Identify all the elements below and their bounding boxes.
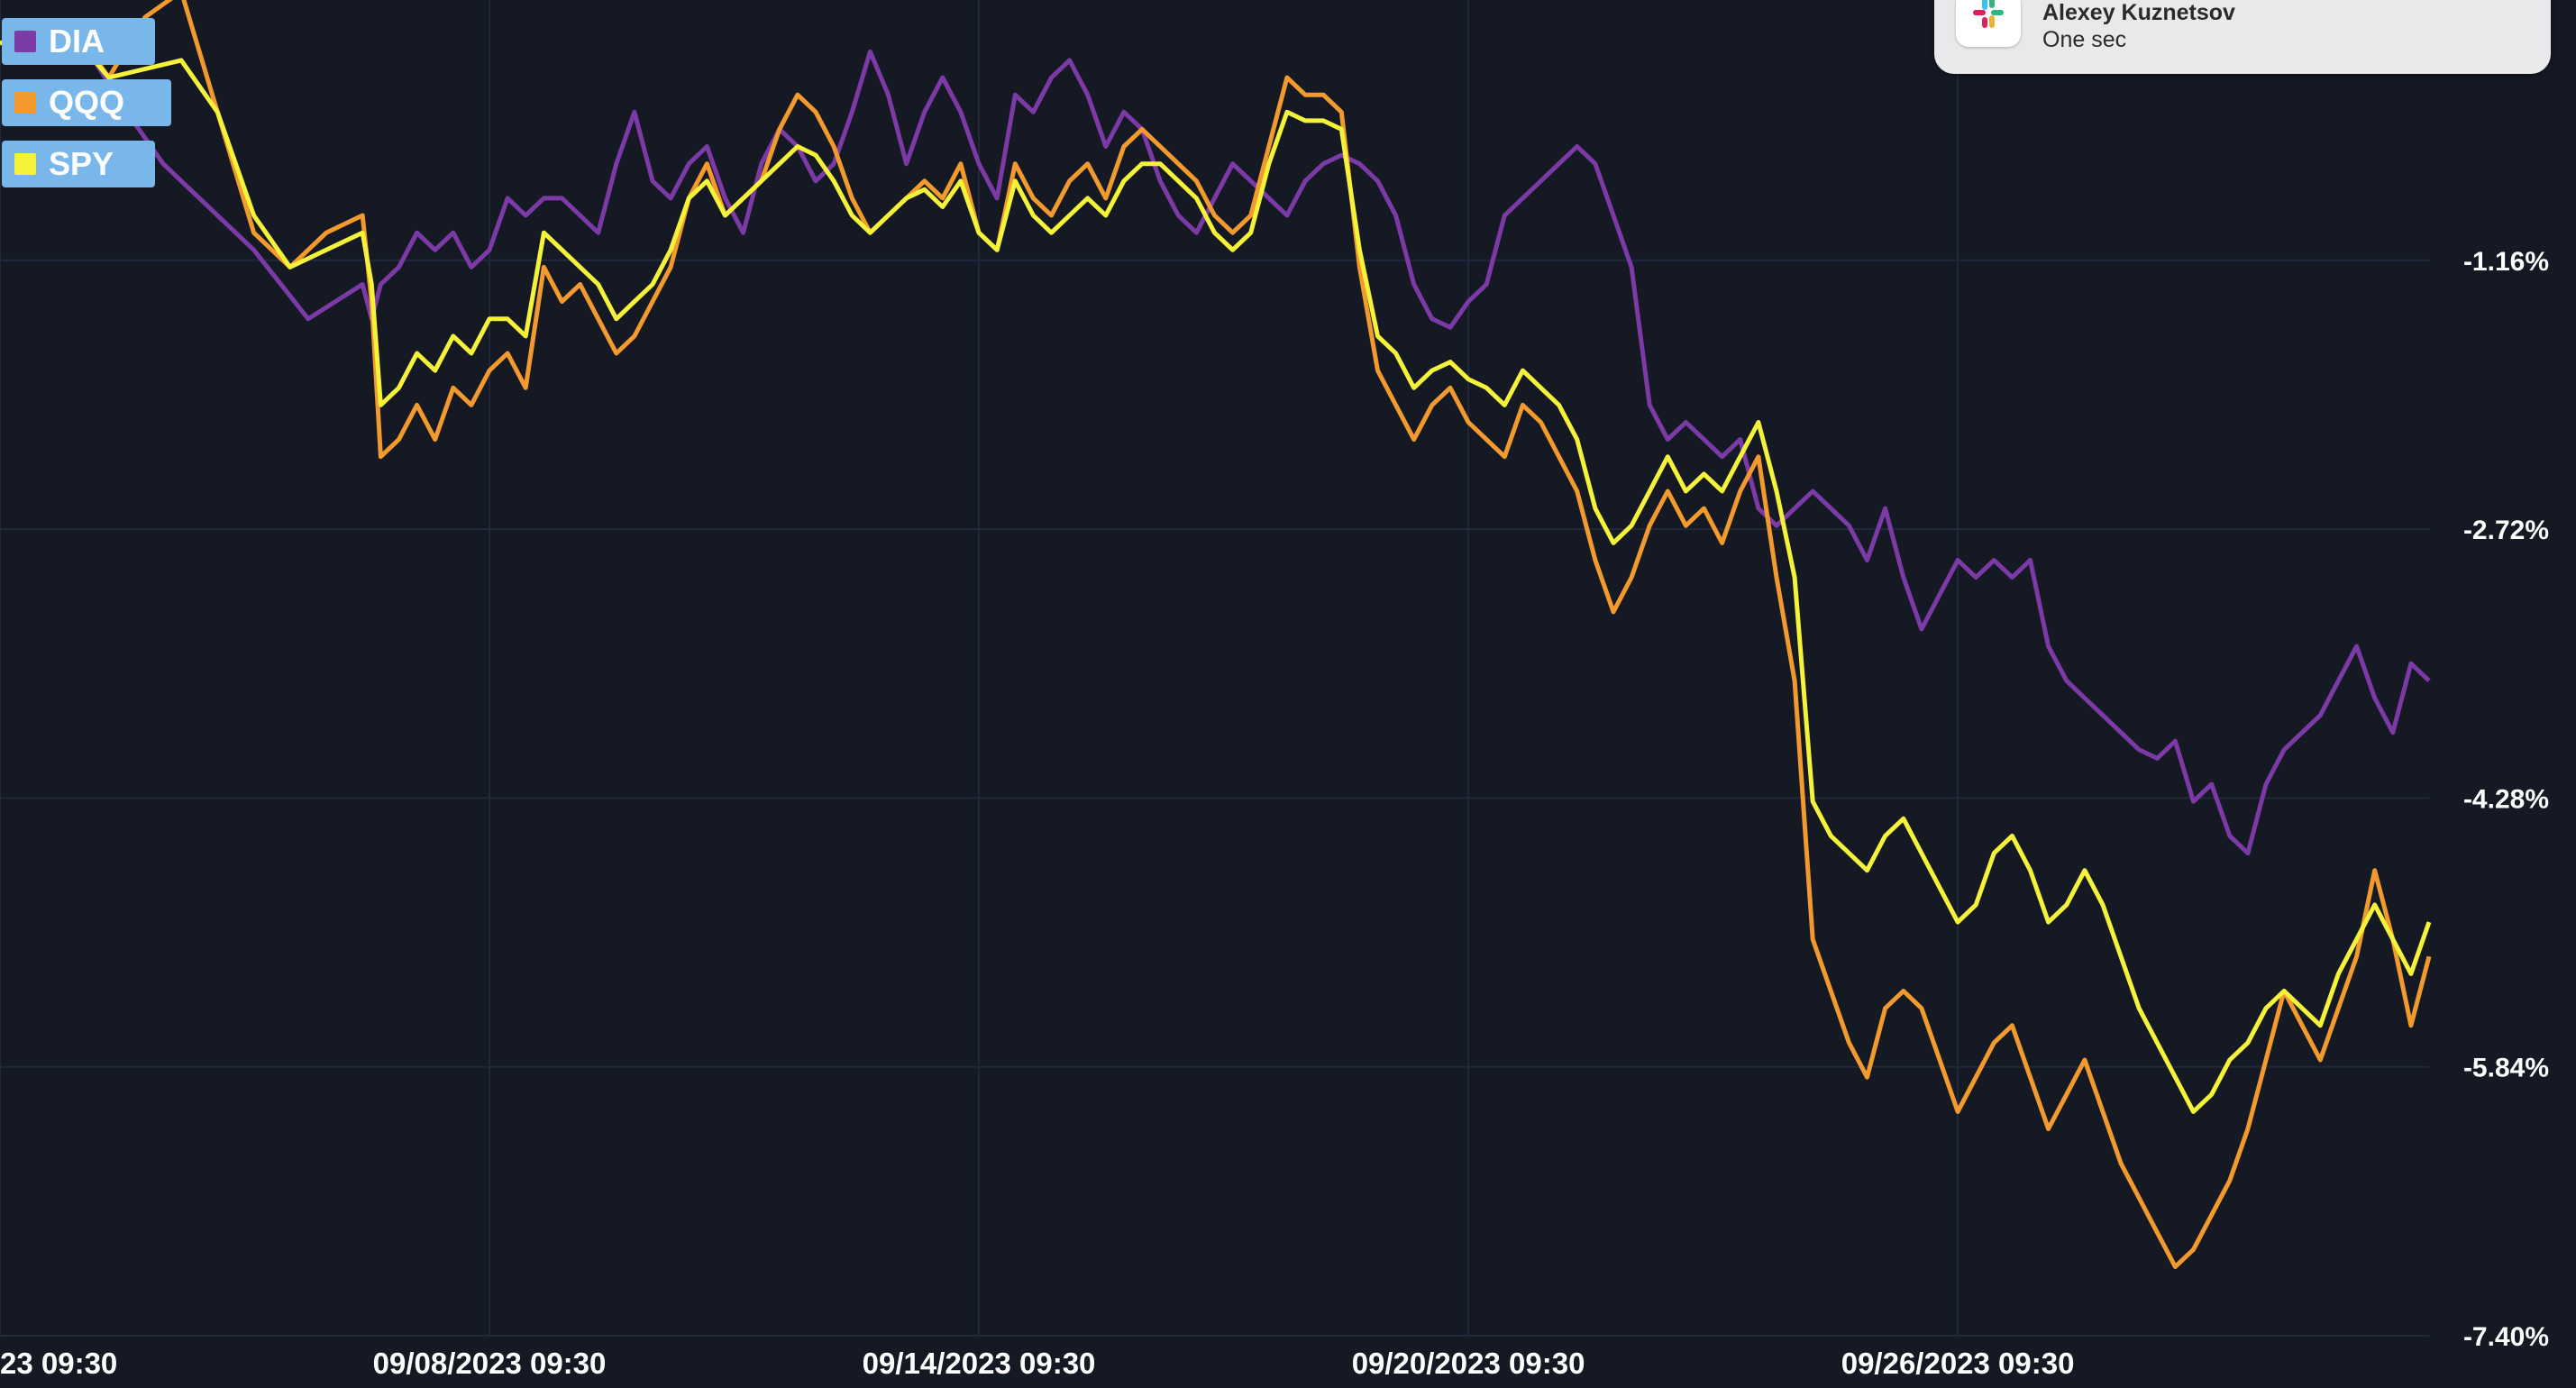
series-line-dia xyxy=(0,23,2431,856)
legend-swatch-qqq xyxy=(14,92,36,114)
legend-swatch-spy xyxy=(14,153,36,175)
legend-item-spy[interactable]: SPY xyxy=(2,141,155,187)
series-line-qqq xyxy=(0,0,2432,1269)
x-tick-label-1: 09/08/2023 09:30 xyxy=(373,1347,607,1380)
y-tick-label-3: -5.84% xyxy=(2463,1054,2549,1083)
notification-sender: Alexey Kuznetsov xyxy=(2042,0,2235,25)
legend-item-dia[interactable]: DIA xyxy=(2,18,155,65)
legend-item-qqq[interactable]: QQQ xyxy=(2,79,171,126)
x-tick-label-0: 23 09:30 xyxy=(0,1347,117,1380)
y-tick-label-1: -2.72% xyxy=(2463,516,2549,545)
y-tick-label-2: -4.28% xyxy=(2463,784,2549,814)
slack-icon xyxy=(1956,0,2021,47)
y-tick-label-4: -7.40% xyxy=(2463,1322,2549,1352)
legend-label-qqq: QQQ xyxy=(49,84,125,121)
y-axis-ticks: -1.16% -2.72% -4.28% -5.84% -7.40% xyxy=(2463,247,2549,1352)
x-tick-label-3: 09/20/2023 09:30 xyxy=(1352,1347,1585,1380)
legend-label-spy: SPY xyxy=(49,145,114,182)
series-lines xyxy=(0,0,2432,1269)
x-tick-label-2: 09/14/2023 09:30 xyxy=(863,1347,1096,1380)
y-tick-label-0: -1.16% xyxy=(2463,247,2549,277)
x-axis-ticks: 23 09:30 09/08/2023 09:30 09/14/2023 09:30… xyxy=(0,1347,2074,1380)
legend-label-dia: DIA xyxy=(49,23,105,59)
legend-swatch-dia xyxy=(14,31,36,52)
grid xyxy=(0,0,2429,1337)
x-tick-label-4: 09/26/2023 09:30 xyxy=(1841,1347,2075,1380)
notification-toast[interactable]: Alexey Kuznetsov One sec xyxy=(1934,0,2551,74)
series-line-spy xyxy=(0,32,2432,1114)
notification-message: One sec xyxy=(2042,27,2127,52)
